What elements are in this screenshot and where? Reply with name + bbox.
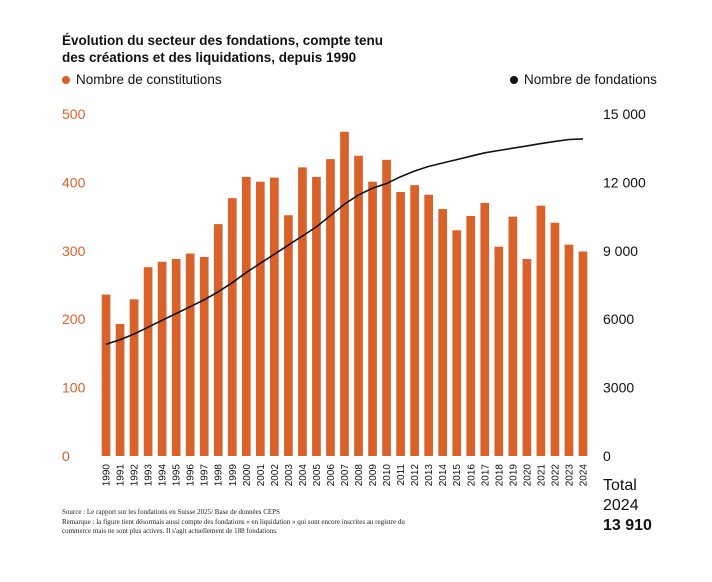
x-tick-label: 2010 — [382, 464, 393, 487]
total-block: Total 2024 13 910 — [603, 476, 652, 536]
chart-title: Évolution du secteur des fondations, com… — [62, 33, 384, 65]
bar-2018 — [494, 246, 504, 456]
x-tick-label: 1991 — [116, 464, 127, 487]
bar-1997 — [199, 256, 209, 456]
total-value: 13 910 — [603, 517, 652, 534]
bar-2020 — [522, 259, 532, 456]
bar-1995 — [171, 259, 181, 456]
x-tick-label: 2014 — [438, 464, 449, 487]
bar-2004 — [298, 167, 307, 457]
x-tick-label: 2008 — [354, 464, 365, 487]
bar-1994 — [157, 261, 167, 456]
x-tick-label: 2013 — [424, 464, 435, 487]
right-axis-tick-label: 15 000 — [603, 106, 646, 122]
x-tick-label: 2001 — [256, 464, 267, 487]
bar-2023 — [564, 244, 574, 456]
bar-2001 — [255, 181, 265, 456]
bar-1993 — [143, 267, 153, 456]
bar-2005 — [312, 176, 321, 457]
x-tick-label: 1997 — [200, 464, 211, 487]
x-tick-label: 2015 — [452, 464, 463, 487]
bar-2022 — [550, 222, 560, 456]
x-tick-label: 1995 — [172, 464, 183, 487]
bar-1999 — [227, 198, 237, 456]
right-axis-tick-label: 12 000 — [603, 174, 646, 190]
left-axis-tick-label: 0 — [62, 448, 70, 464]
x-tick-label: 2011 — [396, 464, 407, 486]
bar-2008 — [354, 155, 363, 456]
x-tick-label: 2019 — [508, 464, 519, 487]
bar-2016 — [466, 215, 476, 456]
legend-item-fondations: Nombre de fondations — [510, 72, 657, 87]
x-tick-label: 2007 — [340, 464, 351, 487]
legend-label-constitutions: Nombre de constitutions — [76, 72, 222, 87]
x-tick-label: 2024 — [578, 464, 589, 487]
total-label: Total — [603, 477, 637, 494]
left-axis-tick-label: 500 — [62, 106, 86, 122]
bar-1996 — [185, 253, 195, 456]
bar-2009 — [368, 181, 377, 456]
x-tick-label: 2005 — [312, 464, 323, 487]
bar-2013 — [424, 194, 434, 456]
x-tick-label: 2023 — [564, 464, 575, 487]
x-tick-label: 1992 — [130, 464, 141, 487]
x-tick-label: 2016 — [466, 464, 477, 487]
x-tick-label: 2021 — [536, 464, 547, 487]
x-tick-label: 2000 — [242, 464, 253, 487]
right-axis-tick-label: 0 — [603, 448, 611, 464]
bar-2014 — [438, 209, 448, 456]
source-note: Source : Le rapport sur les fondations e… — [62, 508, 422, 537]
bar-2024 — [578, 251, 588, 456]
x-tick-label: 2020 — [522, 464, 533, 487]
source-line: Source : Le rapport sur les fondations e… — [62, 508, 280, 516]
x-tick-label: 1999 — [228, 464, 239, 487]
x-tick-label: 2003 — [284, 464, 295, 487]
bar-2017 — [480, 202, 490, 456]
bar-1990 — [101, 294, 111, 456]
left-axis-tick-label: 100 — [62, 380, 86, 396]
bar-2010 — [382, 159, 391, 456]
x-tick-label: 2002 — [270, 464, 281, 487]
bar-2003 — [284, 215, 293, 456]
legend-label-fondations: Nombre de fondations — [524, 72, 657, 87]
bar-2012 — [410, 185, 419, 457]
right-axis-tick-label: 9 000 — [603, 243, 638, 259]
x-tick-label: 2006 — [326, 464, 337, 487]
x-tick-label: 2017 — [480, 464, 491, 487]
bar-2006 — [326, 159, 335, 457]
left-axis-tick-label: 400 — [62, 174, 86, 190]
total-year: 2024 — [603, 497, 639, 514]
x-tick-label: 2022 — [550, 464, 561, 487]
x-tick-label: 1994 — [158, 464, 169, 487]
bar-2015 — [452, 230, 462, 456]
x-tick-label: 2004 — [298, 464, 309, 487]
legend-swatch-fondations — [510, 75, 518, 84]
x-tick-label: 2018 — [494, 464, 505, 487]
bar-1992 — [129, 299, 139, 456]
bar-2019 — [508, 216, 518, 456]
legend-swatch-constitutions — [62, 75, 70, 84]
bar-1991 — [115, 323, 125, 456]
series-line-fondations — [105, 138, 584, 346]
x-tick-label: 1990 — [102, 464, 113, 487]
left-axis-tick-label: 300 — [62, 243, 86, 259]
left-axis-tick-label: 200 — [62, 311, 86, 327]
right-axis-tick-label: 3000 — [603, 380, 634, 396]
bar-2021 — [536, 205, 546, 456]
bar-1998 — [213, 224, 223, 456]
x-tick-label: 2012 — [410, 464, 421, 487]
right-axis-tick-label: 6000 — [603, 311, 634, 327]
legend-item-constitutions: Nombre de constitutions — [62, 72, 222, 87]
bar-2011 — [396, 191, 405, 456]
x-tick-label: 2009 — [368, 464, 379, 487]
x-tick-label: 1998 — [214, 464, 225, 487]
x-tick-label: 1996 — [186, 464, 197, 487]
bar-2000 — [241, 176, 251, 457]
remark-line: Remarque : la figure tient désormais aus… — [62, 517, 405, 536]
bar-2002 — [270, 177, 279, 456]
x-tick-label: 1993 — [144, 464, 155, 487]
bar-2007 — [340, 131, 349, 456]
